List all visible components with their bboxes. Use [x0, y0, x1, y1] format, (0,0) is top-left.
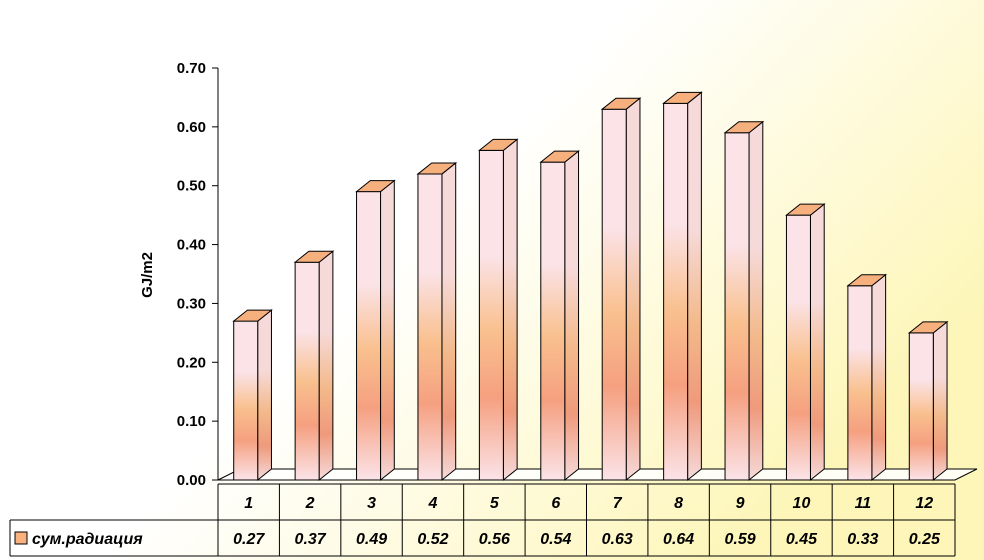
data-label: 0.63 — [602, 531, 633, 548]
x-tick-label: 9 — [736, 495, 745, 512]
bar-front — [417, 173, 443, 481]
bar-front — [663, 102, 689, 481]
bar — [539, 150, 580, 482]
y-tick-label: 0.50 — [177, 178, 206, 195]
x-tick-label: 7 — [613, 495, 623, 512]
data-label: 0.45 — [786, 531, 818, 548]
bar — [907, 320, 949, 482]
bar-side — [871, 273, 887, 482]
x-tick-label: 6 — [551, 495, 560, 512]
bar-front — [601, 108, 627, 481]
bar — [232, 309, 273, 482]
bar-top — [232, 309, 273, 322]
legend-swatch — [14, 531, 28, 545]
bar-top — [416, 162, 458, 175]
y-tick-label: 0.30 — [177, 295, 206, 312]
bar-top — [662, 91, 703, 104]
bar-side — [564, 150, 580, 482]
bar-front — [478, 149, 504, 481]
legend-label: сум.радиация — [32, 531, 143, 548]
bar-top — [600, 97, 642, 110]
x-tick-label: 10 — [793, 495, 811, 512]
bar — [785, 203, 826, 482]
x-tick-label: 4 — [428, 495, 438, 512]
bar-side — [380, 179, 395, 482]
x-tick-label: 11 — [855, 495, 872, 512]
bar — [662, 91, 703, 482]
bar — [416, 161, 458, 482]
y-tick-label: 0.40 — [177, 237, 206, 254]
y-axis-title: GJ/m2 — [139, 252, 156, 298]
y-tick-label: 0.10 — [177, 413, 206, 430]
bar-front — [908, 332, 934, 481]
data-label: 0.56 — [479, 531, 510, 548]
bar-front — [847, 285, 873, 481]
bar-front — [294, 261, 320, 481]
y-tick-label: 0.60 — [177, 119, 206, 136]
data-label: 0.33 — [847, 531, 878, 548]
bar-side — [748, 120, 764, 482]
bar-front — [724, 132, 750, 481]
x-tick-label: 2 — [305, 495, 315, 512]
y-tick-label: 0.00 — [177, 472, 206, 489]
bar-side — [932, 320, 948, 482]
bar — [723, 120, 765, 482]
data-label: 0.27 — [233, 531, 265, 548]
y-tick-label: 0.70 — [177, 60, 206, 77]
bar-top — [907, 321, 949, 334]
y-tick-label: 0.20 — [177, 354, 206, 371]
bar-side — [625, 97, 641, 482]
x-tick-label: 8 — [674, 495, 683, 512]
bar-side — [809, 203, 825, 482]
bar-front — [233, 320, 259, 481]
data-label: 0.64 — [663, 531, 694, 548]
data-table: 1 0.27 2 0.37 3 0.49 4 0.52 5 0.56 6 0.54 7 0.63 8 0.64… — [9, 483, 956, 557]
bar-side — [441, 161, 457, 482]
bar — [477, 138, 519, 482]
bars — [232, 91, 949, 482]
data-label: 0.25 — [909, 531, 941, 548]
bar-top — [785, 203, 826, 216]
bar-side — [257, 309, 272, 482]
bar-top — [293, 250, 335, 263]
bar-top — [846, 274, 888, 287]
x-tick-label: 3 — [367, 495, 376, 512]
bar-front — [540, 161, 566, 481]
data-label: 0.54 — [540, 531, 571, 548]
data-label: 0.59 — [724, 531, 755, 548]
bar — [846, 273, 888, 482]
x-tick-label: 1 — [244, 495, 253, 512]
bar-top — [723, 121, 765, 134]
bar — [293, 250, 335, 482]
data-label: 0.49 — [356, 531, 387, 548]
data-label: 0.37 — [295, 531, 327, 548]
x-tick-label: 12 — [915, 495, 933, 512]
bar-side — [318, 250, 334, 482]
bar-top — [355, 180, 396, 193]
bar-front — [785, 214, 811, 481]
data-label: 0.52 — [417, 531, 448, 548]
y-tick-labels: 0.00 0.10 0.20 0.30 0.40 0.50 0.60 0.70 — [177, 60, 206, 489]
bar-top — [539, 150, 580, 163]
bar — [600, 97, 642, 482]
bar-front — [356, 191, 382, 481]
bar-top — [477, 138, 519, 151]
bar-side — [502, 138, 518, 482]
bar-side — [687, 91, 702, 482]
x-tick-label: 5 — [490, 495, 500, 512]
bar — [355, 179, 396, 482]
